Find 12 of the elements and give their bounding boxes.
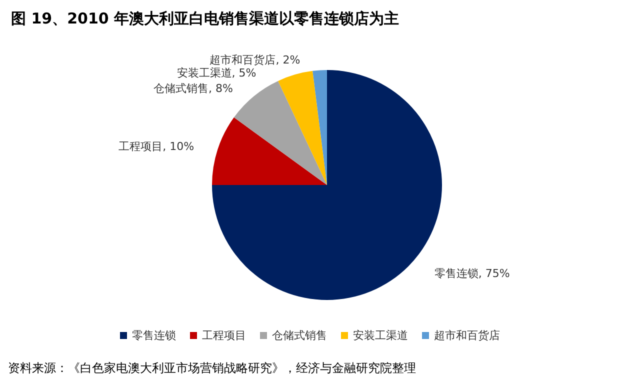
category-label: 超市和百货店, 2% — [210, 54, 300, 67]
category-label: 工程项目, 10% — [118, 140, 194, 153]
legend-label: 工程项目 — [202, 329, 246, 342]
text: 资料来源：《白色家电澳大利亚市场营销战略研究》，经济与金融研究院整理 — [8, 361, 416, 375]
legend-label: 仓储式销售 — [272, 329, 327, 342]
category-label: 零售连锁, 75% — [434, 266, 510, 280]
category-label: 安装工渠道, 5% — [176, 66, 256, 80]
legend-label: 超市和百货店 — [434, 329, 500, 342]
category-label: 仓储式销售, 8% — [153, 82, 233, 96]
legend-label: 零售连锁 — [132, 329, 176, 342]
legend-label: 安装工渠道 — [353, 329, 408, 342]
chart-title: 图 19、2010 年澳大利亚白电销售渠道以零售连锁店为主 — [11, 10, 400, 28]
